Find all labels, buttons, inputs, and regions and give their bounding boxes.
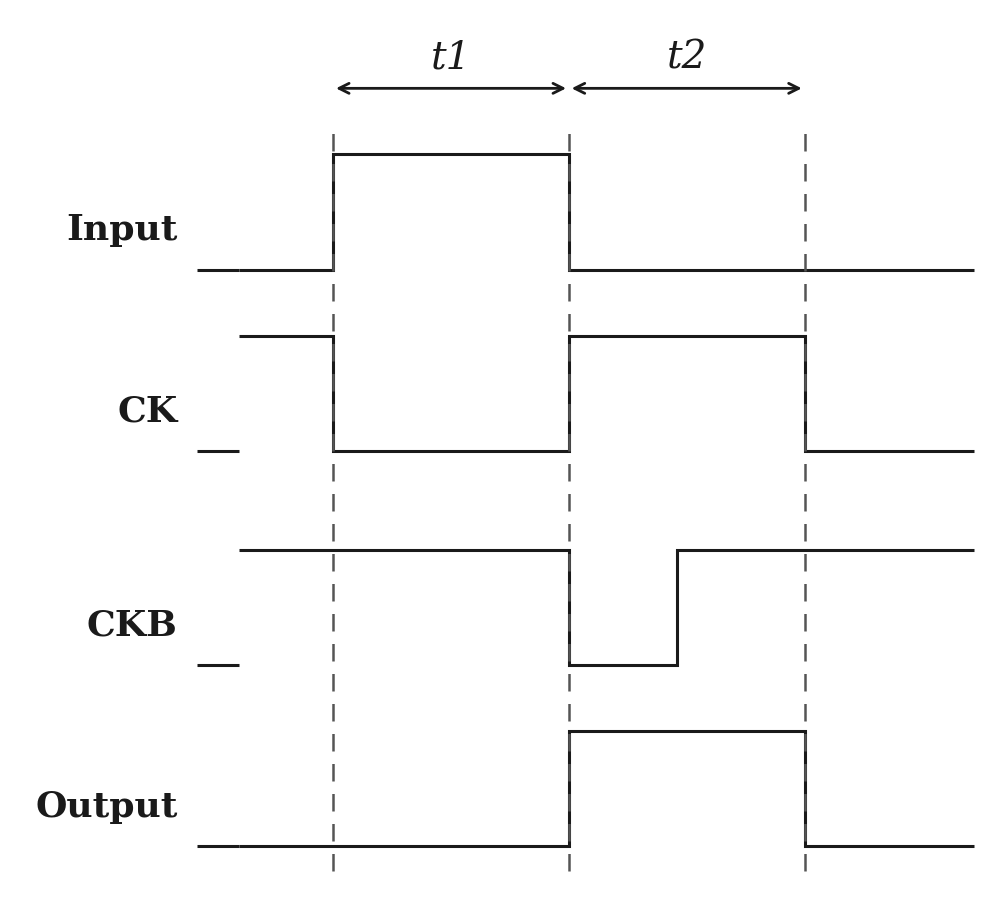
Text: Output: Output xyxy=(35,789,178,824)
Text: CK: CK xyxy=(117,394,178,428)
Text: CKB: CKB xyxy=(87,608,178,642)
Text: t2: t2 xyxy=(667,39,707,77)
Text: Input: Input xyxy=(66,213,178,247)
Text: t1: t1 xyxy=(431,39,471,77)
